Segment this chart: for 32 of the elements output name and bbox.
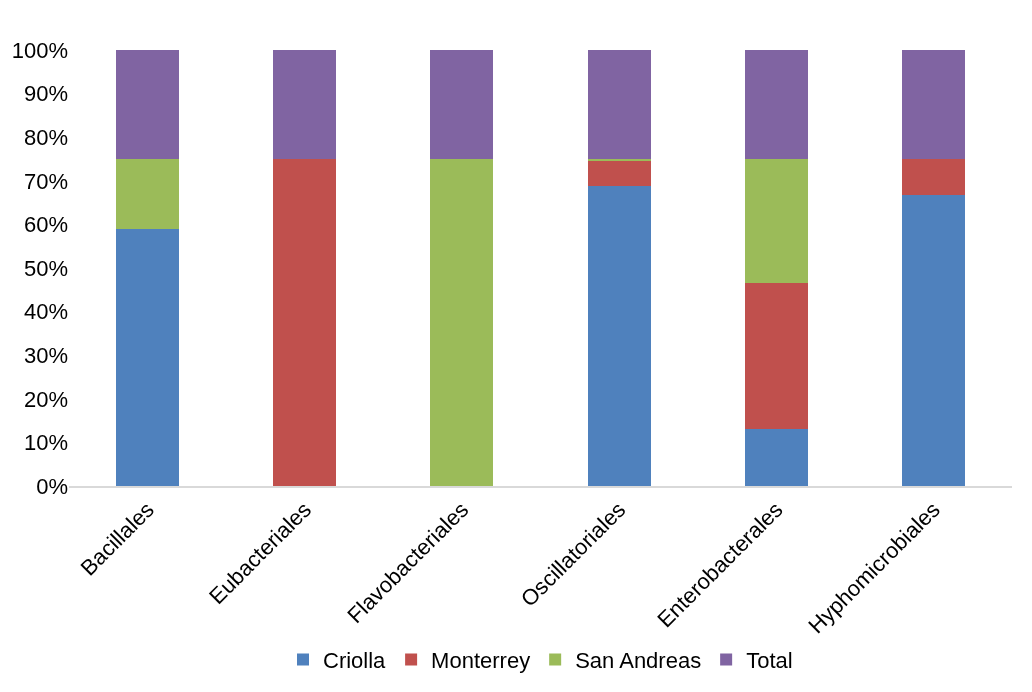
y-tick-label: 20%: [23, 386, 68, 412]
bar: [744, 428, 808, 486]
y-tick-label: 10%: [23, 430, 68, 456]
bar: [901, 195, 965, 486]
y-tick-label: 90%: [23, 81, 68, 107]
bar: [587, 186, 651, 486]
y-tick-label: 30%: [23, 342, 68, 368]
bar: [744, 50, 808, 159]
y-tick-label: 60%: [23, 212, 68, 238]
legend-label: Criolla: [323, 647, 387, 673]
bar: [273, 50, 337, 159]
bar: [901, 159, 965, 196]
legend-label: Total: [746, 647, 793, 673]
y-tick-label: 70%: [23, 168, 68, 194]
bar: [116, 159, 180, 229]
bar: [430, 50, 494, 159]
bar: [116, 50, 180, 159]
bar: [901, 50, 965, 159]
bar: [744, 159, 808, 283]
bar: [744, 282, 808, 429]
legend-label: Monterrey: [431, 647, 531, 673]
bar: [587, 50, 651, 159]
bar: [587, 160, 651, 187]
y-tick-label: 40%: [23, 299, 68, 325]
bar: [273, 159, 337, 486]
bar: [430, 159, 494, 486]
y-tick-label: 50%: [23, 255, 68, 281]
bar: [116, 228, 180, 486]
legend-label: San Andreas: [575, 647, 702, 673]
y-tick-label: 100%: [11, 37, 68, 63]
y-tick-label: 80%: [23, 124, 68, 150]
y-tick-label: 0%: [36, 473, 68, 499]
